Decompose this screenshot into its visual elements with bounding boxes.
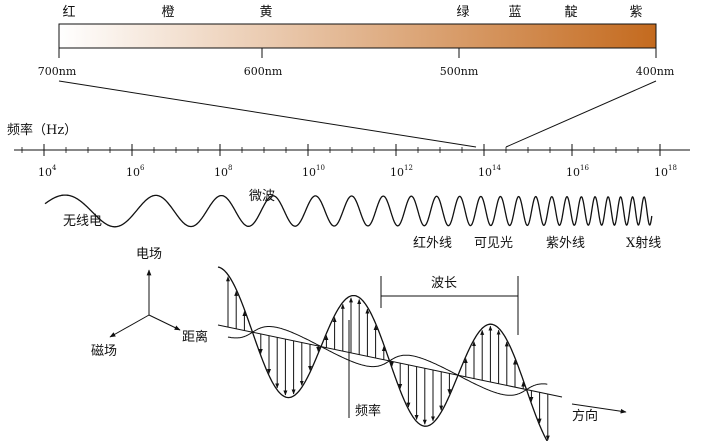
- wavelength-label-600: 600nm: [244, 65, 283, 78]
- color-name-orange: 橙: [161, 5, 174, 20]
- visible-spectrum: 红 橙 黄 绿 蓝 靛 紫 700nm 600nm 500nm 400nm: [38, 4, 675, 148]
- frequency-axis: 频率（Hz） 104 106 108 1010 1012 1014 1016 1018: [7, 122, 690, 179]
- magnetic-axis-arrow: [109, 314, 150, 338]
- wavelength-label: 波长: [431, 276, 457, 291]
- spectrum-gradient-bar: [58, 23, 657, 49]
- frequency-ticks: 104 106 108 1010 1012 1014 1016 1018: [21, 144, 677, 179]
- color-name-red: 红: [62, 4, 75, 20]
- magnetic-field-label: 磁场: [91, 344, 117, 359]
- coordinate-axes: 电场 磁场 距离: [91, 247, 208, 359]
- wavelength-label-700: 700nm: [38, 65, 77, 78]
- label-xray: X射线: [626, 235, 661, 251]
- spectrum-chirp-wave: [44, 194, 653, 228]
- zoom-line-right: [505, 80, 657, 148]
- color-name-yellow: 黄: [259, 5, 272, 20]
- label-visible: 可见光: [474, 236, 513, 251]
- label-microwave: 微波: [249, 189, 275, 204]
- spectrum-wave-group: 无线电 微波 红外线 可见光 紫外线 X射线: [44, 189, 661, 251]
- wavelength-label-500: 500nm: [440, 65, 479, 78]
- frequency-tick-label-3: 1010: [302, 164, 325, 179]
- magnetic-field-wave: [227, 326, 548, 396]
- label-infrared: 红外线: [413, 235, 452, 251]
- electric-field-label: 电场: [136, 247, 162, 262]
- electric-field-vectors: [226, 276, 550, 441]
- frequency-tick-label-7: 1018: [654, 164, 677, 179]
- direction-arrow: [571, 403, 627, 414]
- zoom-line-left: [58, 80, 477, 148]
- color-name-violet: 紫: [629, 5, 642, 20]
- frequency-axis-title: 频率（Hz）: [7, 122, 77, 138]
- label-radio: 无线电: [63, 214, 102, 229]
- em-wave-illustration: 电场 磁场 距离 波长 频率 方向: [91, 247, 627, 441]
- frequency-marker-label: 频率: [355, 403, 381, 419]
- color-name-indigo: 靛: [564, 5, 577, 20]
- frequency-tick-label-2: 108: [214, 164, 232, 179]
- color-name-blue: 蓝: [508, 5, 521, 20]
- wavelength-bracket: 波长: [380, 276, 519, 335]
- frequency-tick-label-0: 104: [38, 164, 57, 179]
- distance-axis-arrow: [148, 314, 181, 331]
- label-ultraviolet: 紫外线: [546, 236, 585, 251]
- frequency-tick-label-6: 1016: [566, 164, 589, 179]
- frequency-tick-label-4: 1012: [390, 164, 413, 179]
- distance-label: 距离: [182, 329, 208, 345]
- frequency-tick-label-1: 106: [126, 164, 145, 179]
- frequency-tick-label-5: 1014: [478, 164, 501, 179]
- electric-field-wave: [217, 266, 548, 441]
- color-name-green: 绿: [456, 5, 469, 20]
- direction-label: 方向: [572, 408, 598, 424]
- wavelength-label-400: 400nm: [636, 65, 675, 78]
